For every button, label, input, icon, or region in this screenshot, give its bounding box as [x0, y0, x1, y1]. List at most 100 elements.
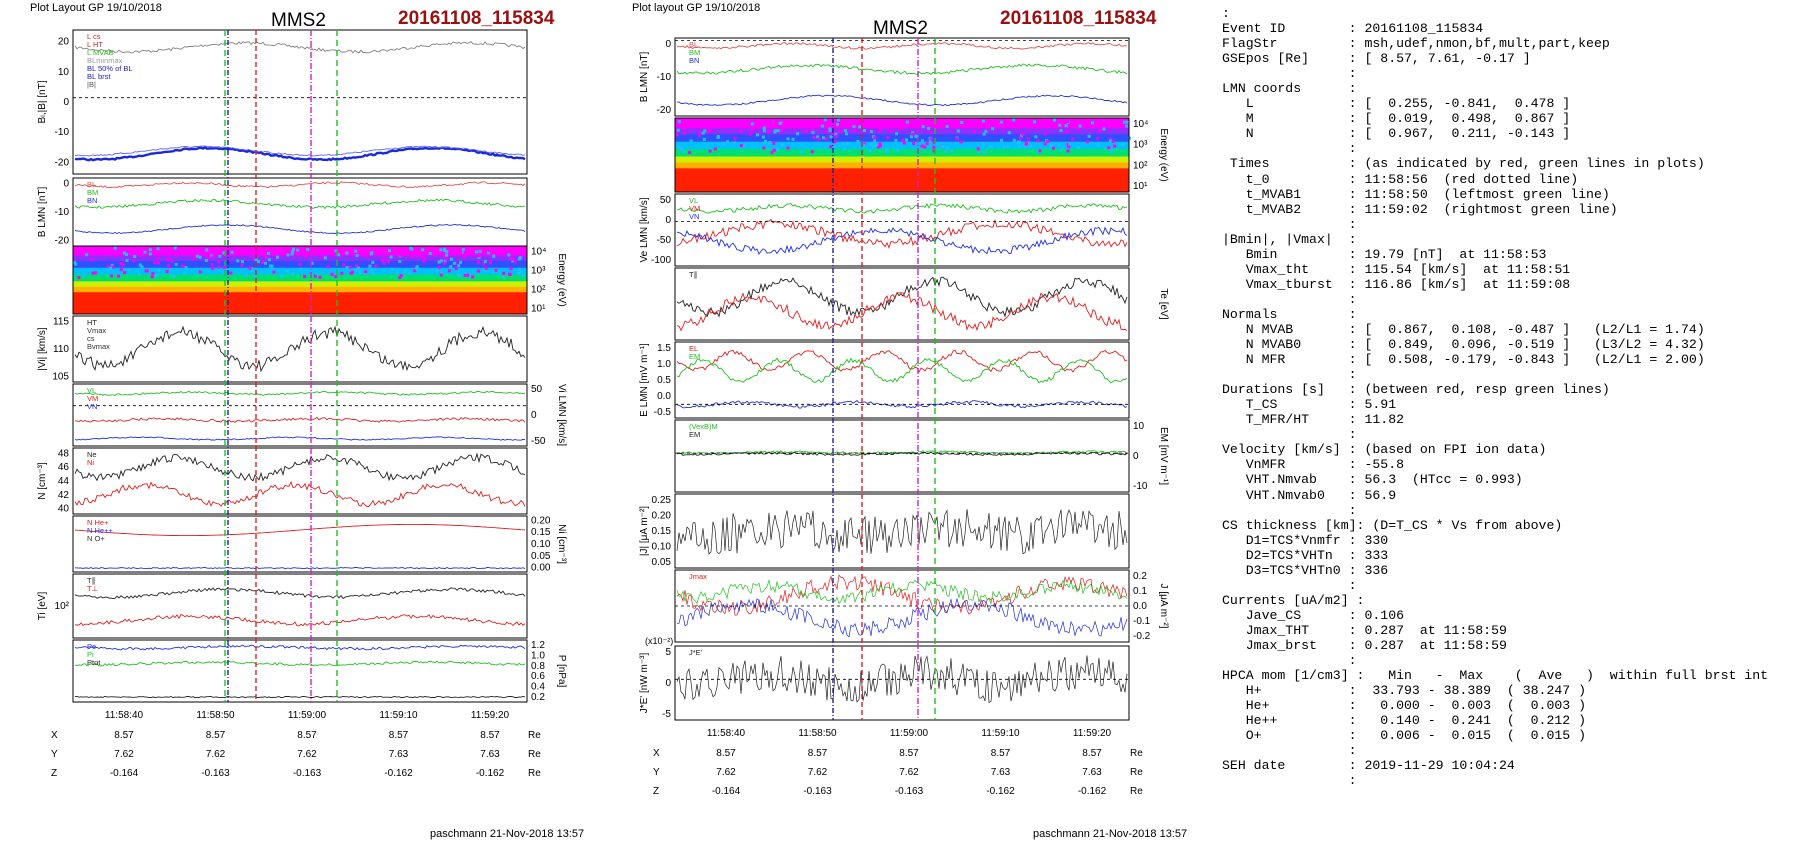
position-value: -0.162	[986, 786, 1015, 797]
spectrogram-pixel	[306, 248, 310, 252]
spectrogram-pixel	[1065, 130, 1069, 134]
spectrogram-pixel	[382, 261, 386, 265]
panel-frame-J	[674, 493, 1130, 569]
spectrogram-pixel	[377, 250, 381, 254]
tick-label: -20	[55, 236, 70, 247]
spectrogram-pixel	[841, 142, 845, 146]
series-line	[74, 41, 526, 54]
spectrogram-pixel	[467, 274, 471, 278]
legend-entry: (VexB)M	[689, 422, 718, 431]
spectrogram-pixel	[90, 258, 94, 262]
spectrogram-pixel	[476, 261, 480, 265]
left-footer: paschmann 21-Nov-2018 13:57	[430, 828, 585, 840]
legend-entry: VN	[87, 402, 97, 411]
tick-label: 0.15	[531, 527, 551, 538]
spectrogram-pixel	[207, 256, 211, 260]
spectrogram-pixel	[828, 129, 832, 133]
spectrogram-pixel	[1109, 139, 1113, 143]
summary-line: Jave_CS : 0.106	[1222, 607, 1405, 623]
spectrogram-pixel	[1012, 138, 1016, 142]
legend-entry: VM	[87, 394, 98, 403]
position-value: 8.57	[808, 748, 828, 759]
spectrogram-pixel	[689, 139, 693, 143]
spectrogram-pixel	[748, 132, 752, 136]
spectrogram-pixel	[1109, 150, 1113, 154]
position-value: 8.57	[114, 730, 134, 741]
position-row-label: Y	[51, 749, 58, 760]
spectrogram-pixel	[950, 149, 954, 153]
spectrogram-pixel	[894, 138, 898, 142]
spectrogram-pixel	[445, 257, 449, 261]
spectrogram-pixel	[732, 141, 736, 145]
spectrogram-pixel	[932, 149, 936, 153]
spectrogram-pixel	[881, 124, 885, 128]
tick-label: 0.6	[531, 671, 545, 682]
spectrogram-pixel	[409, 246, 413, 250]
summary-line: M : [ 0.019, 0.498, 0.867 ]	[1222, 111, 1571, 127]
spectrogram-pixel	[110, 263, 114, 267]
spectrogram-pixel	[959, 140, 963, 144]
spectrogram-pixel	[1000, 138, 1004, 142]
tick-label: -10	[55, 127, 70, 138]
spectrogram-pixel	[487, 251, 491, 255]
axis-label: Energy (eV)	[1158, 128, 1169, 181]
spectrogram-pixel	[183, 250, 187, 254]
summary-line: :	[1222, 427, 1357, 443]
tick-label: 0	[63, 97, 69, 108]
series-line	[677, 94, 1128, 107]
spectrogram-pixel	[488, 249, 492, 253]
position-value: -0.164	[712, 786, 741, 797]
spectrogram-pixel	[964, 123, 968, 127]
spectrogram-pixel	[776, 129, 780, 133]
series-line	[74, 198, 525, 210]
spectrogram-pixel	[143, 250, 147, 254]
spectrogram-pixel	[1051, 122, 1055, 126]
spectrogram-pixel	[878, 128, 882, 132]
spectrogram-pixel	[829, 145, 833, 149]
spectrogram-pixel	[786, 118, 790, 122]
spectrogram-pixel	[304, 254, 308, 258]
spectrogram-pixel	[885, 147, 889, 151]
spectrogram-pixel	[286, 253, 290, 257]
spectrogram-pixel	[291, 272, 295, 276]
time-tick-label: 11:59:00	[890, 728, 929, 739]
spectrogram-pixel	[320, 254, 324, 258]
spectrogram-pixel	[513, 260, 517, 264]
spectrogram-pixel	[1029, 144, 1033, 148]
series-line	[74, 614, 526, 627]
tick-label: -10	[55, 207, 70, 218]
position-value: 7.63	[1082, 767, 1102, 778]
summary-line: Durations [s] : (between red, resp green…	[1222, 382, 1610, 398]
position-value: 8.57	[1082, 748, 1102, 759]
series-line	[676, 598, 1128, 638]
spectrogram-pixel	[812, 135, 816, 139]
spectrogram-band	[675, 156, 1129, 163]
summary-line: T_MFR/HT : 11.82	[1222, 412, 1405, 428]
spectrogram-pixel	[837, 122, 841, 126]
spectrogram-pixel	[475, 250, 479, 254]
spectrogram-pixel	[364, 270, 368, 274]
spectrogram-pixel	[761, 135, 765, 139]
legend-entry: BL brst	[87, 72, 111, 81]
spectrogram-pixel	[334, 249, 338, 253]
position-value: 7.62	[206, 749, 226, 760]
spectrogram-pixel	[764, 139, 768, 143]
spectrogram-pixel	[693, 119, 697, 123]
spectrogram-pixel	[113, 246, 117, 250]
spectrogram-pixel	[122, 247, 126, 251]
legend-entry: VL	[689, 196, 698, 205]
spectrogram-pixel	[774, 129, 778, 133]
spectrogram-pixel	[113, 252, 117, 256]
legend-entry: VN	[689, 212, 699, 221]
summary-line: GSEpos [Re] : [ 8.57, 7.61, -0.17 ]	[1222, 51, 1531, 67]
spectrogram-pixel	[703, 129, 707, 133]
panel-frame-Te	[674, 267, 1130, 341]
energy-spectrogram	[674, 117, 1131, 193]
spectrogram-pixel	[119, 262, 123, 266]
axis-label: |J| [μA m⁻²]	[639, 506, 650, 556]
spectrogram-pixel	[165, 258, 169, 262]
position-value: -0.162	[476, 768, 505, 779]
spectrogram-pixel	[459, 250, 463, 254]
spectrogram-pixel	[902, 141, 906, 145]
spectrogram-pixel	[236, 259, 240, 263]
